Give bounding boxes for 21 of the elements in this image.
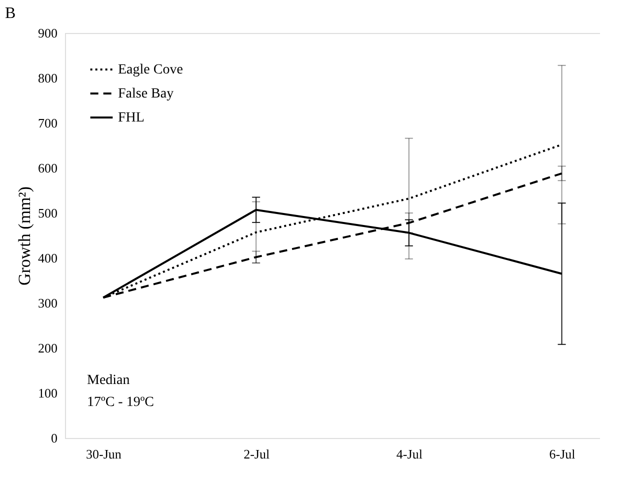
y-tick-label: 100 [38,386,58,400]
x-tick-label: 2-Jul [244,446,270,462]
y-tick-label: 600 [38,160,58,176]
y-tick-label: 300 [38,296,58,310]
y-tick-label: 400 [38,250,58,266]
y-axis-title: Growth (mm²) [15,186,34,286]
y-tick-label: 0 [51,430,58,446]
y-tick-label: 800 [38,70,58,86]
chart-title: B [5,5,16,22]
y-tick-label: 900 [38,26,58,40]
legend-label: False Bay [118,86,174,102]
legend-label: FHL [118,110,144,126]
annotation: Median [87,373,130,388]
y-tick-label: 500 [38,206,58,220]
x-tick-label: 6-Jul [549,446,576,462]
y-tick-label: 700 [38,116,58,130]
annotation: 17ºC - 19ºC [87,395,154,410]
legend-label: Eagle Cove [118,62,183,78]
x-tick-label: 4-Jul [396,446,423,462]
y-tick-label: 200 [38,340,58,356]
x-tick-label: 30-Jun [86,446,122,462]
